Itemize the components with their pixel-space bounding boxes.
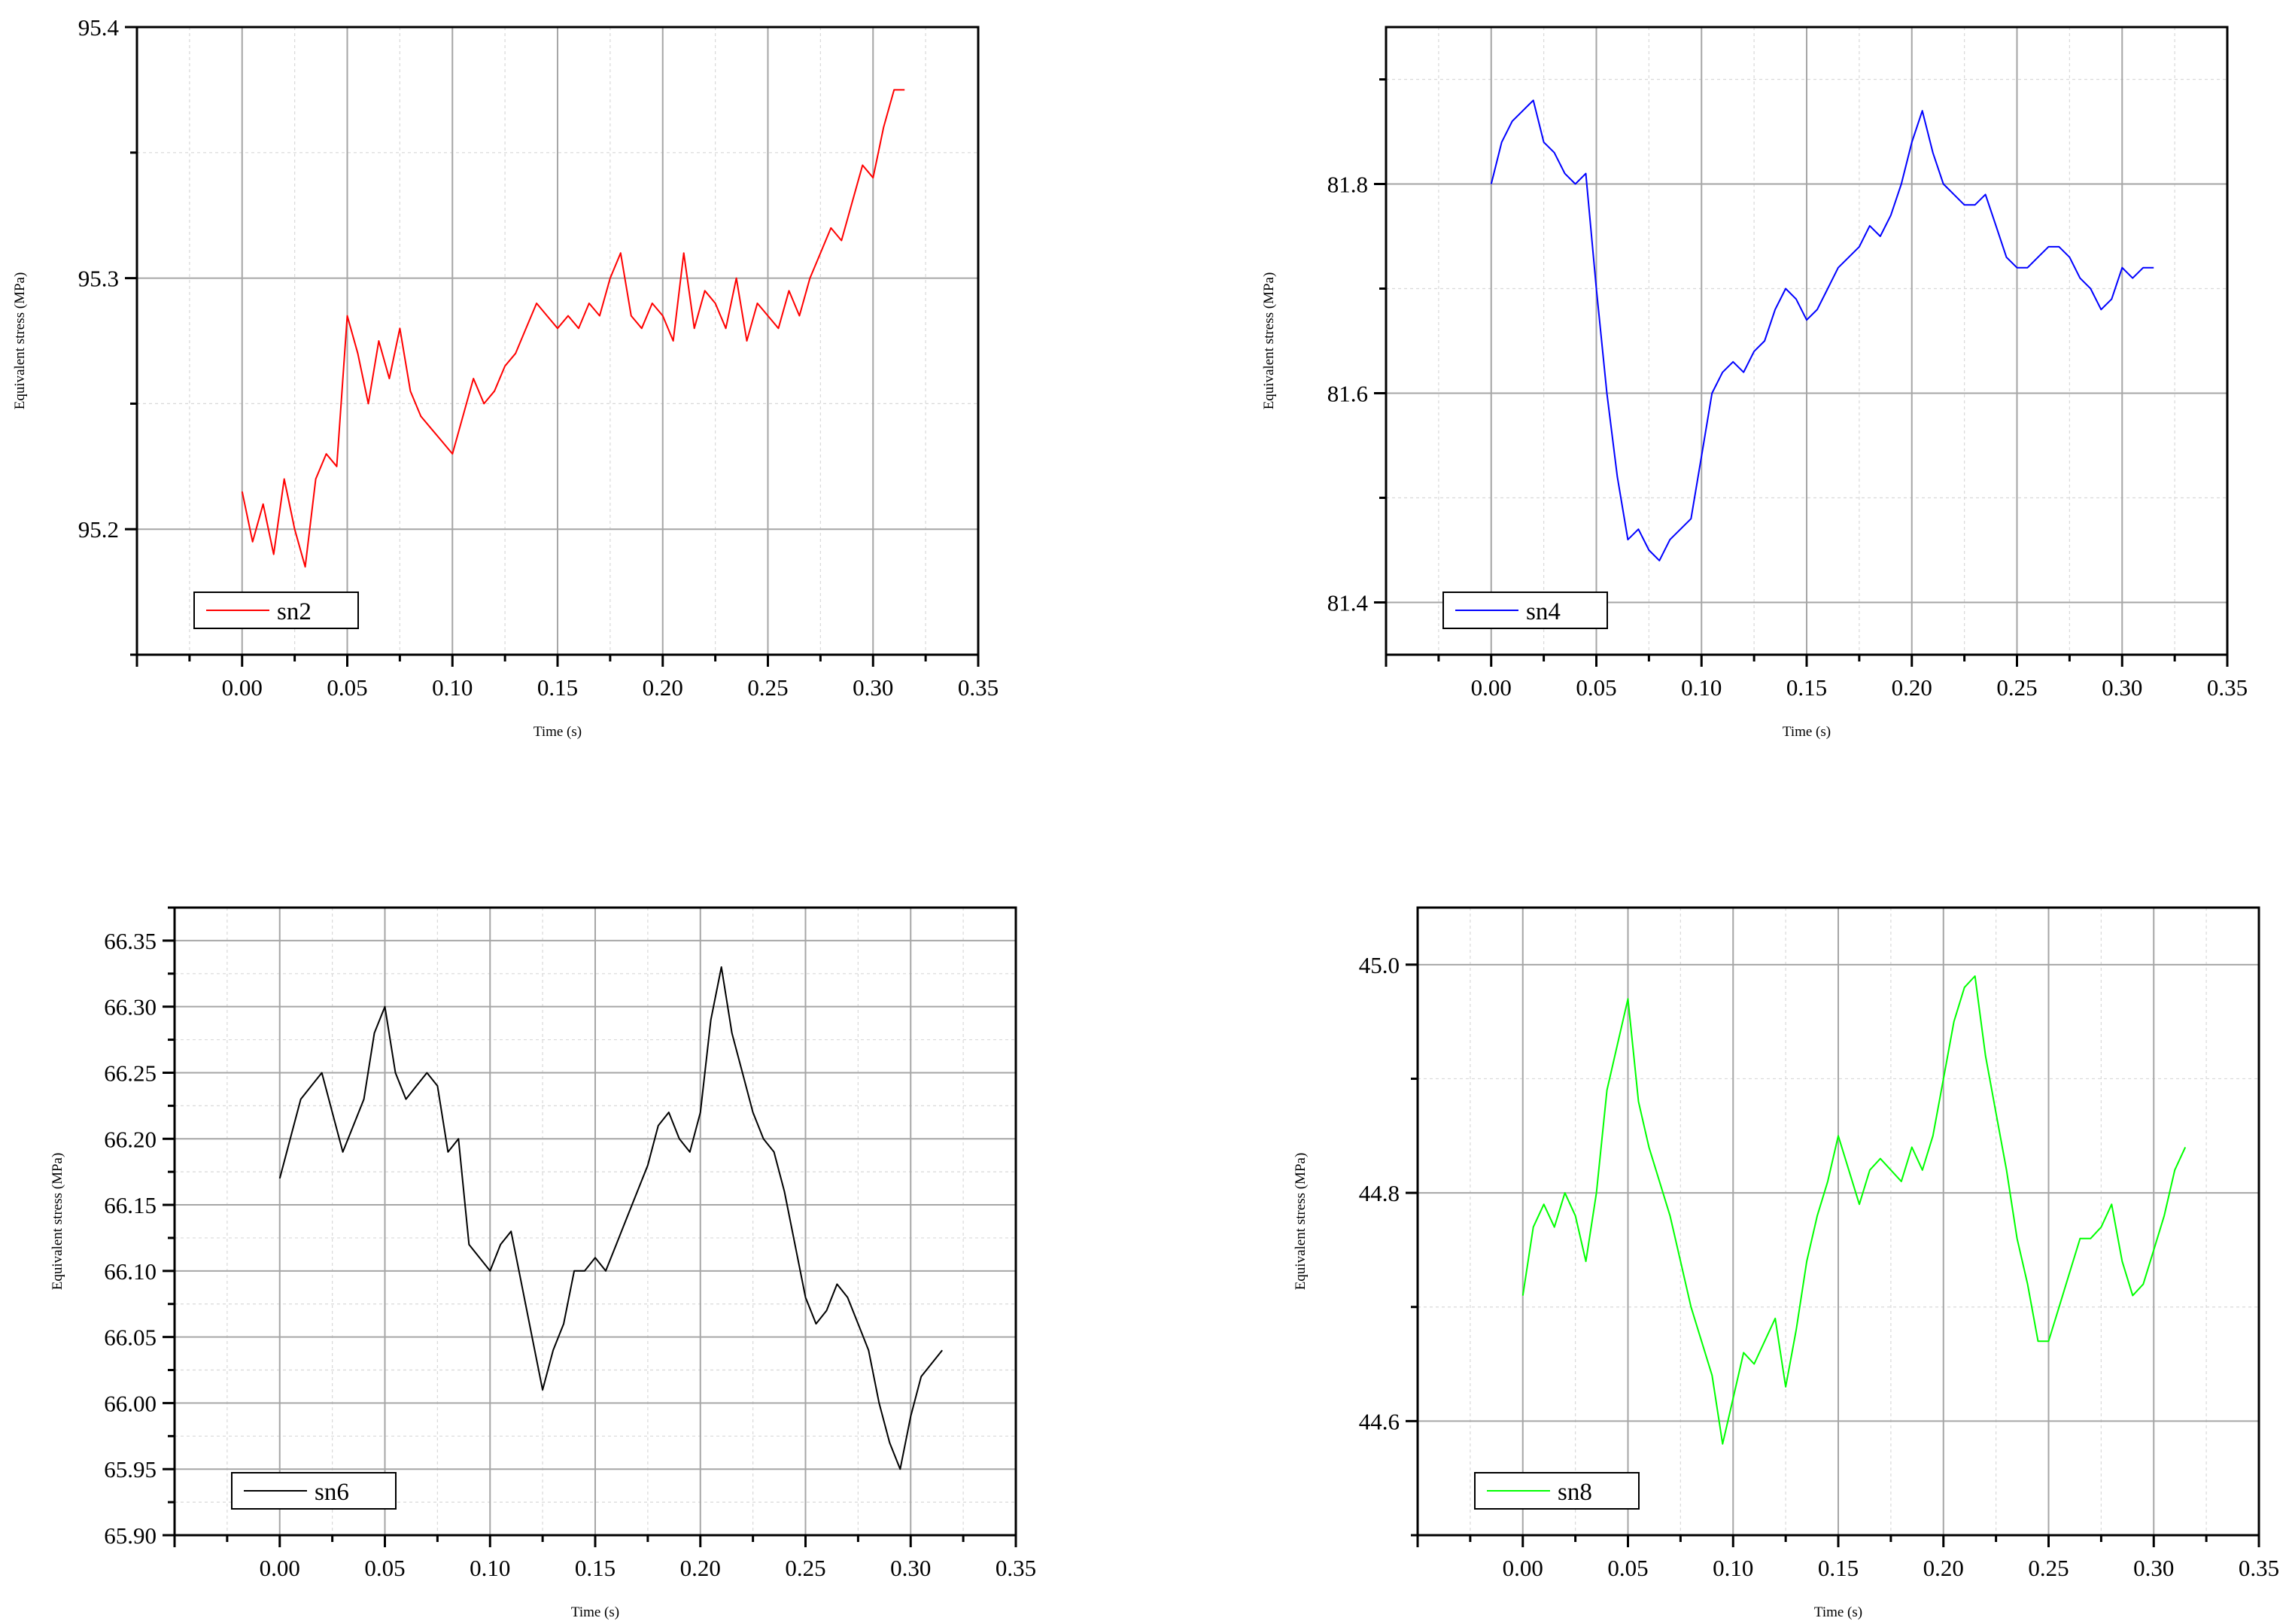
x-tick-label: 0.00 (1503, 1555, 1543, 1581)
major-grid (137, 27, 978, 655)
x-tick-label: 0.25 (747, 674, 788, 701)
x-tick-label: 0.05 (364, 1555, 405, 1581)
y-axis: 65.90 65.95 66.00 66.05 66.10 66.15 66.20 66.25… (104, 906, 175, 1549)
y-axis: 81.4 81.6 81.8 (1327, 78, 1386, 616)
x-axis-label: Time (s) (571, 1604, 619, 1620)
x-axis: 0.00 0.05 0.10 0.15 0.20 0.25 0.30 0.35 (135, 655, 999, 701)
x-tick-label: 0.20 (680, 1555, 721, 1581)
major-grid (175, 908, 1016, 1535)
x-tick-label: 0.30 (853, 674, 893, 701)
y-axis-label: Equivalent stress (MPa) (1261, 272, 1277, 410)
legend: sn4 (1442, 592, 1608, 629)
y-tick-label: 81.4 (1327, 590, 1369, 616)
series-line-sn6 (278, 966, 943, 1470)
x-tick-label: 0.25 (2028, 1555, 2069, 1581)
y-tick-label: 44.8 (1359, 1180, 1400, 1206)
x-tick-label: 0.15 (1786, 674, 1827, 701)
x-tick-label: 0.05 (327, 674, 367, 701)
x-tick-label: 0.15 (537, 674, 578, 701)
series-line-sn4 (1490, 99, 2154, 561)
legend: sn6 (231, 1472, 397, 1510)
y-tick-label: 66.30 (104, 994, 157, 1020)
x-tick-label: 0.00 (1471, 674, 1512, 701)
x-tick-label: 0.20 (1892, 674, 1932, 701)
minor-grid (1418, 908, 2259, 1535)
x-tick-label: 0.30 (2133, 1555, 2174, 1581)
minor-grid (1386, 27, 2227, 655)
x-tick-label: 0.20 (1923, 1555, 1964, 1581)
y-tick-label: 66.15 (104, 1192, 157, 1218)
y-tick-label: 66.05 (104, 1324, 157, 1351)
x-axis-label: Time (s) (533, 724, 582, 740)
series-line-sn2 (241, 89, 905, 568)
legend-label: sn8 (1558, 1479, 1592, 1506)
y-tick-label: 95.3 (78, 266, 119, 292)
y-tick-label: 81.6 (1327, 381, 1368, 407)
y-tick-label: 95.4 (78, 14, 120, 41)
x-tick-label: 0.10 (432, 674, 473, 701)
y-axis-label: Equivalent stress (MPa) (12, 272, 28, 410)
y-tick-label: 66.35 (104, 928, 157, 954)
chart-panel-2: 0.00 0.05 0.10 0.15 0.20 0.25 0.30 0.35 Time (s)… (1261, 26, 2248, 740)
y-tick-label: 66.25 (104, 1060, 157, 1086)
x-tick-label: 0.35 (958, 674, 999, 701)
y-tick-label: 81.8 (1327, 172, 1368, 198)
y-tick-label: 45.0 (1359, 952, 1400, 978)
series-line-sn8 (1521, 975, 2187, 1445)
x-tick-label: 0.10 (1681, 674, 1722, 701)
chart-panel-1: 0.00 0.05 0.10 0.15 0.20 0.25 0.30 0.35 Time (s)… (12, 14, 999, 740)
x-tick-label: 0.05 (1607, 1555, 1648, 1581)
y-axis: 95.2 95.3 95.4 (78, 14, 137, 656)
x-axis: 0.00 0.05 0.10 0.15 0.20 0.25 0.30 0.35 (173, 1535, 1036, 1581)
x-tick-label: 0.35 (996, 1555, 1036, 1581)
legend-label: sn2 (277, 598, 312, 625)
legend-label: sn6 (315, 1479, 349, 1506)
y-tick-label: 65.90 (104, 1522, 157, 1549)
x-tick-label: 0.30 (890, 1555, 931, 1581)
x-tick-label: 0.00 (260, 1555, 300, 1581)
x-tick-label: 0.15 (1818, 1555, 1859, 1581)
x-axis-label: Time (s) (1783, 724, 1831, 740)
legend-label: sn4 (1526, 598, 1561, 625)
y-tick-label: 66.00 (104, 1390, 157, 1416)
y-axis: 44.6 44.8 45.0 (1359, 952, 1418, 1537)
x-tick-label: 0.15 (575, 1555, 616, 1581)
y-tick-label: 44.6 (1359, 1408, 1400, 1434)
x-axis: 0.00 0.05 0.10 0.15 0.20 0.25 0.30 0.35 (1416, 1535, 2279, 1581)
x-tick-label: 0.35 (2207, 674, 2248, 701)
x-tick-label: 0.25 (785, 1555, 825, 1581)
y-axis-label: Equivalent stress (MPa) (50, 1153, 65, 1291)
y-tick-label: 66.10 (104, 1258, 157, 1285)
x-tick-label: 0.05 (1576, 674, 1616, 701)
y-axis-label: Equivalent stress (MPa) (1293, 1153, 1309, 1291)
x-axis: 0.00 0.05 0.10 0.15 0.20 0.25 0.30 0.35 (1385, 655, 2248, 701)
y-tick-label: 66.20 (104, 1126, 157, 1152)
x-tick-label: 0.10 (470, 1555, 510, 1581)
x-tick-label: 0.10 (1713, 1555, 1753, 1581)
chart-panel-4: 0.00 0.05 0.10 0.15 0.20 0.25 0.30 0.35 Time (s)… (1293, 906, 2279, 1620)
x-tick-label: 0.20 (643, 674, 683, 701)
chart-panel-3: 0.00 0.05 0.10 0.15 0.20 0.25 0.30 0.35 Time (s)… (50, 906, 1036, 1620)
y-tick-label: 65.95 (104, 1456, 157, 1483)
minor-grid (137, 27, 978, 655)
legend: sn8 (1474, 1472, 1640, 1510)
major-grid (1418, 908, 2259, 1535)
x-axis-label: Time (s) (1814, 1604, 1862, 1620)
x-tick-label: 0.35 (2239, 1555, 2279, 1581)
x-tick-label: 0.25 (1996, 674, 2037, 701)
x-tick-label: 0.30 (2102, 674, 2142, 701)
y-tick-label: 95.2 (78, 516, 119, 543)
legend: sn2 (193, 592, 359, 629)
x-tick-label: 0.00 (222, 674, 263, 701)
